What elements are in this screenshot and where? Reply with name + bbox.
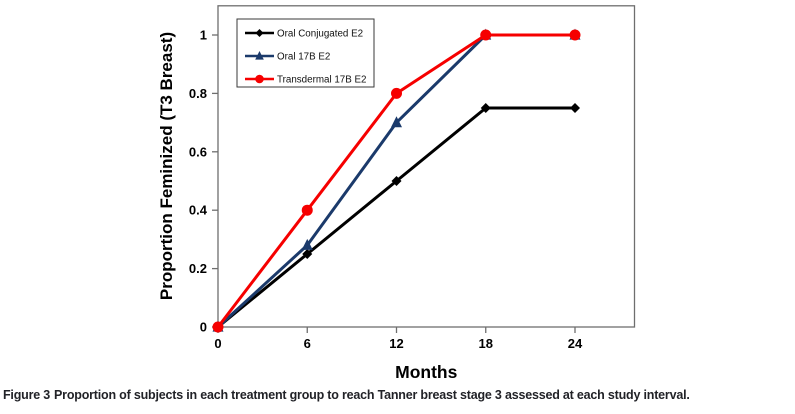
series-marker bbox=[391, 87, 402, 99]
x-tick-label: 0 bbox=[214, 336, 221, 351]
series-marker bbox=[301, 204, 313, 216]
series-marker bbox=[480, 29, 492, 41]
y-tick-label: 0.6 bbox=[189, 144, 207, 159]
y-tick-label: 0 bbox=[200, 320, 207, 335]
legend-marker bbox=[255, 74, 264, 84]
series-marker bbox=[302, 249, 313, 259]
series-marker bbox=[212, 321, 224, 333]
legend-entry-label: Oral Conjugated E2 bbox=[277, 29, 363, 40]
legend-entry-label: Transdermal 17B E2 bbox=[277, 75, 366, 86]
series-marker bbox=[391, 176, 402, 186]
x-tick-label: 18 bbox=[479, 336, 493, 351]
series-marker bbox=[570, 103, 580, 113]
x-tick-label: 12 bbox=[389, 336, 403, 351]
legend-marker bbox=[255, 29, 264, 37]
y-tick-label: 1 bbox=[200, 28, 207, 43]
x-tick-label: 6 bbox=[304, 336, 311, 351]
y-tick-label: 0.2 bbox=[189, 261, 207, 276]
x-tick-label: 24 bbox=[568, 336, 583, 351]
x-axis-title: Months bbox=[395, 362, 457, 382]
series-line-0 bbox=[216, 106, 577, 329]
y-tick-label: 0.8 bbox=[189, 86, 207, 101]
figure-caption-label: Figure 3 bbox=[3, 388, 51, 402]
y-axis-title: Proportion Feminized (T3 Breast) bbox=[157, 32, 176, 300]
figure-caption-text: Proportion of subjects in each treatment… bbox=[54, 388, 690, 402]
y-tick-label: 0.4 bbox=[189, 203, 208, 218]
series-marker bbox=[301, 238, 313, 250]
series-marker bbox=[480, 103, 491, 113]
plot-border bbox=[217, 5, 636, 328]
legend-marker bbox=[255, 51, 264, 60]
series-marker bbox=[569, 29, 581, 41]
figure-caption: Figure 3 Proportion of subjects in each t… bbox=[3, 388, 793, 402]
legend-entry-label: Oral 17B E2 bbox=[277, 52, 330, 63]
series-marker bbox=[391, 116, 402, 128]
